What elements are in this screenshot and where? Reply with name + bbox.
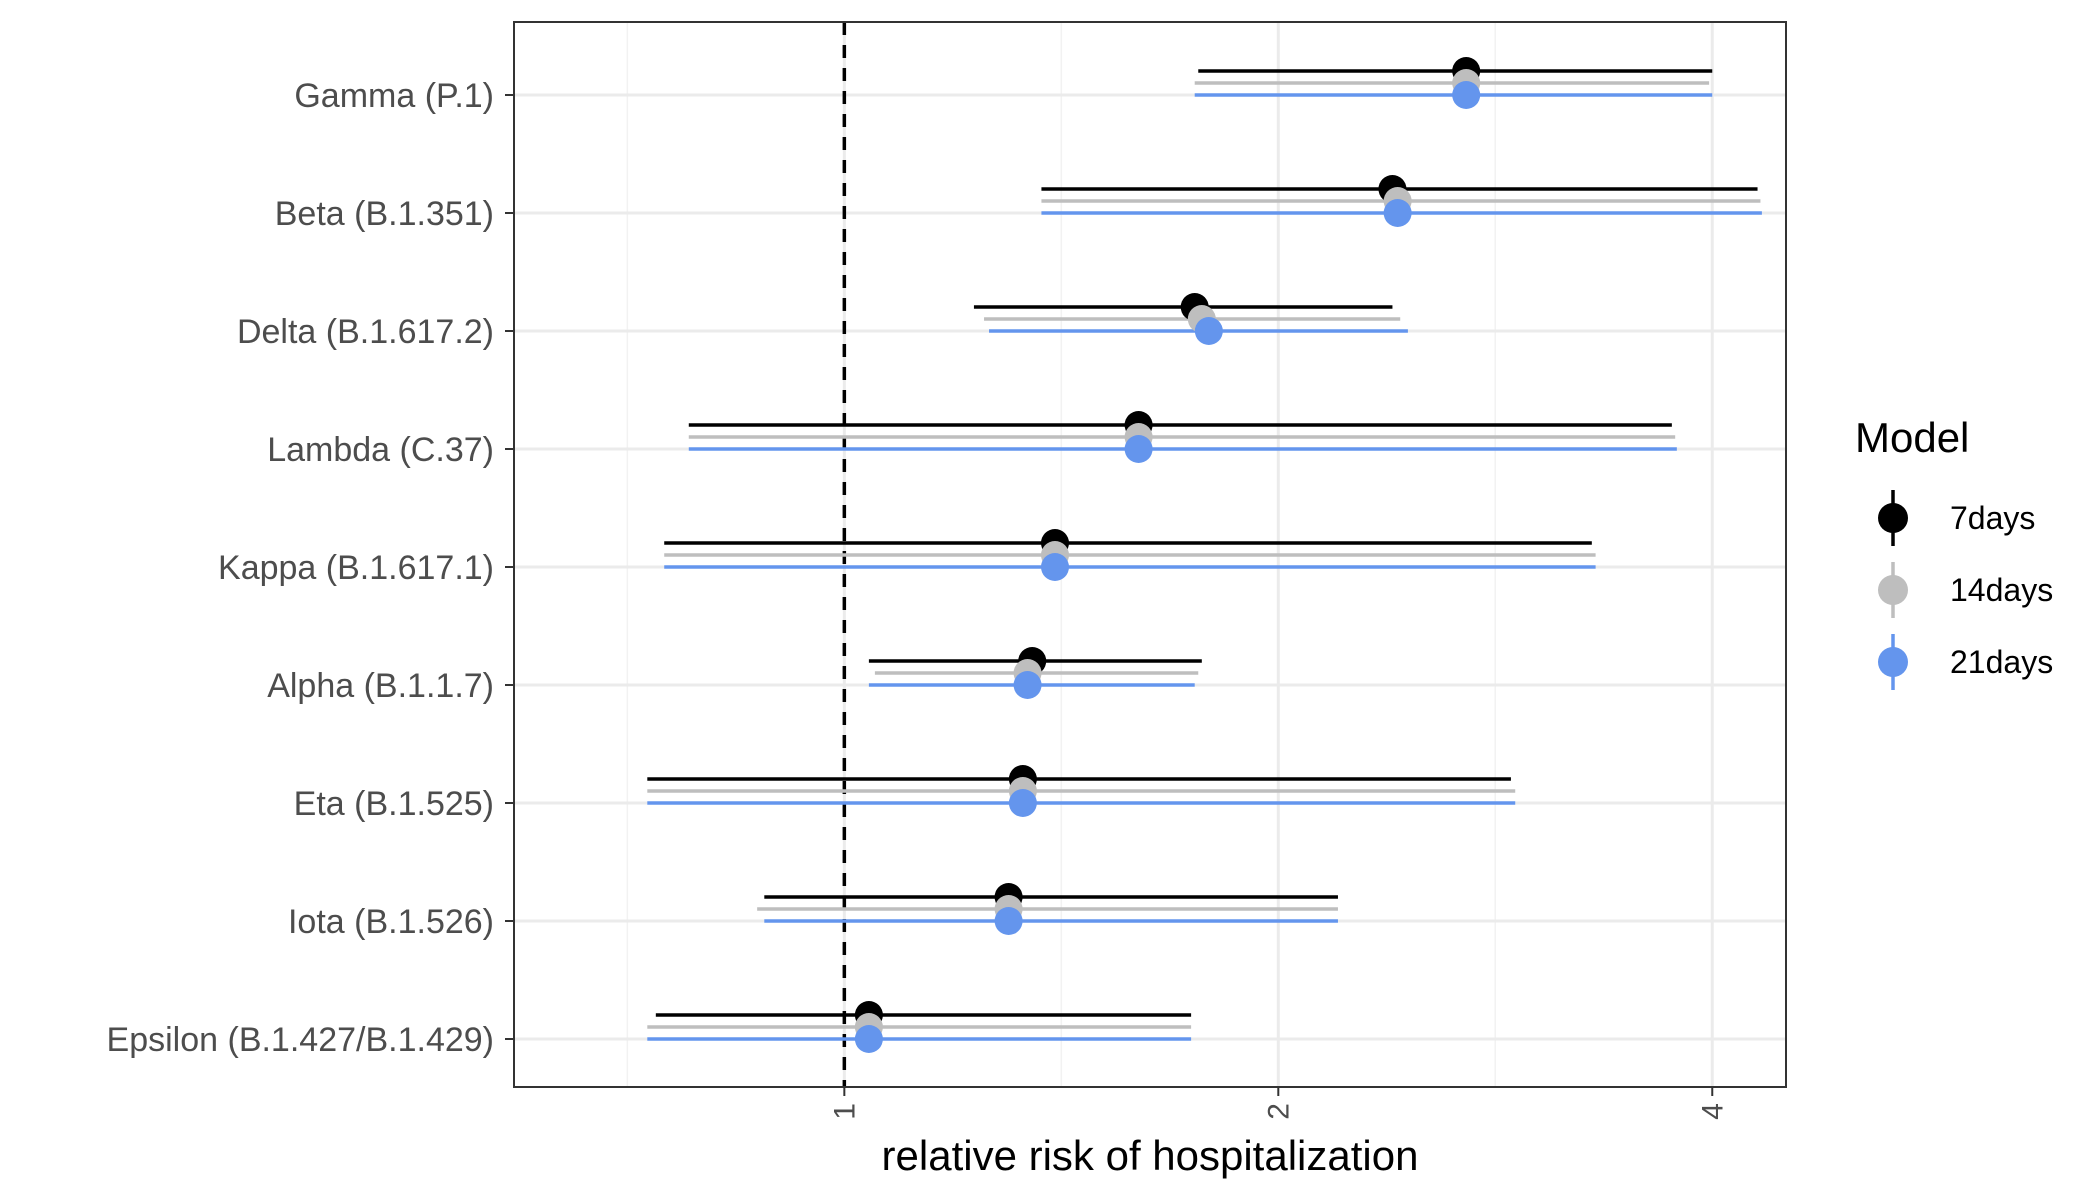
legend-item-14days: 14days bbox=[1878, 562, 2053, 618]
x-tick-label: 4 bbox=[1696, 1103, 1729, 1120]
category-label: Gamma (P.1) bbox=[294, 77, 494, 115]
legend: Model 7days 14days 21days bbox=[1855, 414, 2053, 690]
point-estimate bbox=[1013, 671, 1042, 699]
legend-item-7days: 7days bbox=[1878, 490, 2035, 546]
legend-label: 21days bbox=[1950, 644, 2053, 680]
point-estimate bbox=[1383, 199, 1412, 227]
point-estimate bbox=[1008, 789, 1037, 817]
category-label: Iota (B.1.526) bbox=[288, 903, 494, 941]
panel-border bbox=[513, 21, 1787, 1088]
legend-key-point bbox=[1878, 575, 1908, 605]
x-tick-label: 1 bbox=[828, 1103, 861, 1120]
category-label: Alpha (B.1.1.7) bbox=[267, 667, 494, 705]
legend-item-21days: 21days bbox=[1878, 634, 2053, 690]
legend-title: Model bbox=[1855, 414, 1969, 461]
category-label: Epsilon (B.1.427/B.1.429) bbox=[107, 1021, 494, 1059]
category-axis: Gamma (P.1) Beta (B.1.351) Delta (B.1.617.… bbox=[107, 77, 514, 1059]
series-14days bbox=[647, 81, 1761, 1029]
point-estimate bbox=[994, 907, 1023, 935]
category-label: Delta (B.1.617.2) bbox=[237, 313, 494, 351]
legend-key-point bbox=[1878, 647, 1908, 677]
point-estimate bbox=[1040, 553, 1069, 581]
x-axis-title: relative risk of hospitalization bbox=[882, 1132, 1419, 1179]
points-21days bbox=[854, 81, 1481, 1053]
category-label: Lambda (C.37) bbox=[267, 431, 494, 469]
plot-panel bbox=[513, 21, 1787, 1088]
x-axis: 1 2 4 bbox=[828, 1087, 1729, 1120]
point-estimate bbox=[1194, 317, 1223, 345]
legend-label: 7days bbox=[1950, 500, 2035, 536]
category-label: Kappa (B.1.617.1) bbox=[218, 549, 494, 587]
category-label: Eta (B.1.525) bbox=[294, 785, 494, 823]
point-estimate bbox=[1452, 81, 1481, 109]
legend-label: 14days bbox=[1950, 572, 2053, 608]
point-estimate bbox=[854, 1025, 883, 1053]
category-label: Beta (B.1.351) bbox=[275, 195, 494, 233]
legend-key-point bbox=[1878, 503, 1908, 533]
x-tick-label: 2 bbox=[1262, 1103, 1295, 1120]
point-estimate bbox=[1124, 435, 1153, 463]
